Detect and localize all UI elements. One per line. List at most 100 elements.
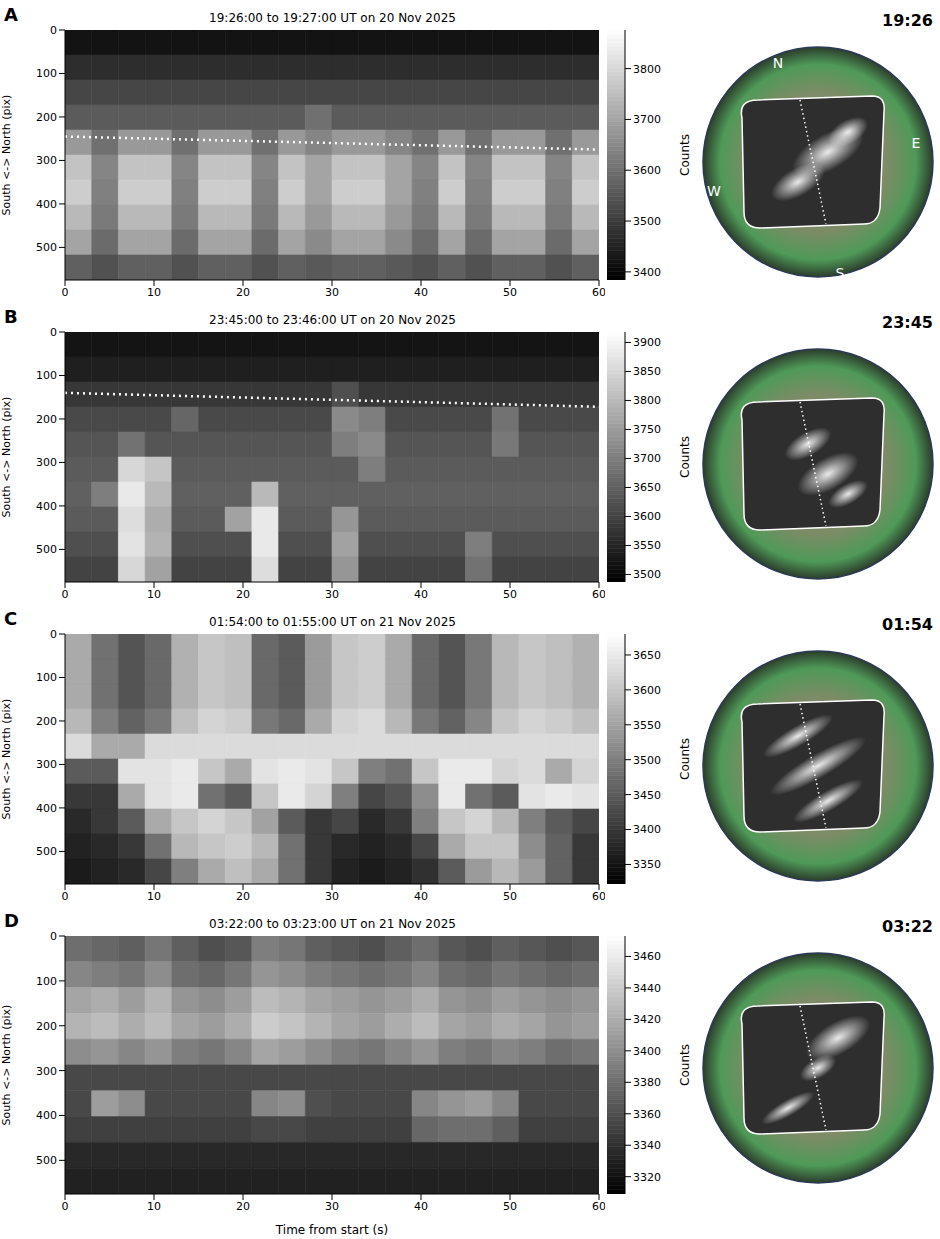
svg-text:100: 100 bbox=[36, 975, 57, 988]
svg-text:400: 400 bbox=[36, 198, 57, 211]
svg-text:3500: 3500 bbox=[633, 215, 661, 228]
svg-text:3450: 3450 bbox=[633, 789, 661, 802]
svg-text:30: 30 bbox=[325, 286, 339, 299]
svg-text:200: 200 bbox=[36, 413, 57, 426]
svg-text:300: 300 bbox=[36, 154, 57, 167]
svg-text:500: 500 bbox=[36, 543, 57, 556]
svg-text:500: 500 bbox=[36, 241, 57, 254]
svg-text:3550: 3550 bbox=[633, 719, 661, 732]
svg-text:3360: 3360 bbox=[633, 1108, 661, 1121]
svg-text:50: 50 bbox=[503, 1200, 517, 1213]
svg-text:03:22: 03:22 bbox=[882, 917, 933, 936]
svg-text:0: 0 bbox=[62, 286, 69, 299]
svg-text:Counts: Counts bbox=[678, 1044, 692, 1086]
svg-text:3900: 3900 bbox=[633, 336, 661, 349]
svg-text:3500: 3500 bbox=[633, 754, 661, 767]
svg-text:3800: 3800 bbox=[633, 63, 661, 76]
svg-text:100: 100 bbox=[36, 671, 57, 684]
svg-text:3400: 3400 bbox=[633, 823, 661, 836]
svg-text:South <-> North (pix): South <-> North (pix) bbox=[0, 397, 13, 518]
svg-text:23:45: 23:45 bbox=[882, 313, 933, 332]
svg-text:200: 200 bbox=[36, 111, 57, 124]
svg-text:50: 50 bbox=[503, 890, 517, 903]
svg-text:3320: 3320 bbox=[633, 1171, 661, 1184]
svg-text:30: 30 bbox=[325, 1200, 339, 1213]
svg-text:50: 50 bbox=[503, 588, 517, 601]
svg-text:20: 20 bbox=[236, 1200, 250, 1213]
svg-text:500: 500 bbox=[36, 1154, 57, 1167]
svg-text:30: 30 bbox=[325, 588, 339, 601]
svg-text:300: 300 bbox=[36, 758, 57, 771]
svg-text:10: 10 bbox=[147, 1200, 161, 1213]
svg-text:Counts: Counts bbox=[678, 134, 692, 176]
svg-text:10: 10 bbox=[147, 286, 161, 299]
svg-text:South <-> North (pix): South <-> North (pix) bbox=[0, 1005, 13, 1126]
svg-text:W: W bbox=[707, 183, 721, 199]
svg-text:3440: 3440 bbox=[633, 982, 661, 995]
html-text:D: D bbox=[4, 910, 19, 931]
svg-text:3350: 3350 bbox=[633, 858, 661, 871]
svg-text:3380: 3380 bbox=[633, 1076, 661, 1089]
svg-text:0: 0 bbox=[50, 326, 57, 339]
svg-text:0: 0 bbox=[50, 24, 57, 37]
svg-text:60: 60 bbox=[592, 1200, 605, 1213]
svg-text:3650: 3650 bbox=[633, 481, 661, 494]
svg-text:3650: 3650 bbox=[633, 649, 661, 662]
svg-text:S: S bbox=[836, 265, 845, 281]
svg-text:30: 30 bbox=[325, 890, 339, 903]
svg-text:3420: 3420 bbox=[633, 1013, 661, 1026]
svg-text:400: 400 bbox=[36, 1109, 57, 1122]
svg-text:60: 60 bbox=[592, 286, 605, 299]
svg-text:0: 0 bbox=[50, 628, 57, 641]
svg-text:60: 60 bbox=[592, 588, 605, 601]
svg-text:200: 200 bbox=[36, 1020, 57, 1033]
svg-text:South <-> North (pix): South <-> North (pix) bbox=[0, 699, 13, 820]
svg-text:40: 40 bbox=[414, 1200, 428, 1213]
svg-text:3460: 3460 bbox=[633, 950, 661, 963]
svg-text:South <-> North (pix): South <-> North (pix) bbox=[0, 95, 13, 216]
svg-text:3700: 3700 bbox=[633, 452, 661, 465]
svg-text:3600: 3600 bbox=[633, 684, 661, 697]
svg-text:100: 100 bbox=[36, 369, 57, 382]
svg-text:500: 500 bbox=[36, 845, 57, 858]
svg-text:3800: 3800 bbox=[633, 394, 661, 407]
svg-text:3750: 3750 bbox=[633, 423, 661, 436]
svg-text:E: E bbox=[912, 135, 921, 151]
svg-text:N: N bbox=[773, 55, 783, 71]
svg-text:100: 100 bbox=[36, 67, 57, 80]
svg-text:40: 40 bbox=[414, 588, 428, 601]
svg-text:20: 20 bbox=[236, 890, 250, 903]
svg-text:0: 0 bbox=[50, 930, 57, 943]
svg-text:50: 50 bbox=[503, 286, 517, 299]
svg-text:300: 300 bbox=[36, 456, 57, 469]
svg-text:20: 20 bbox=[236, 588, 250, 601]
svg-text:10: 10 bbox=[147, 890, 161, 903]
svg-text:60: 60 bbox=[592, 890, 605, 903]
svg-text:Counts: Counts bbox=[678, 436, 692, 478]
svg-text:200: 200 bbox=[36, 715, 57, 728]
svg-text:3550: 3550 bbox=[633, 539, 661, 552]
svg-text:400: 400 bbox=[36, 802, 57, 815]
svg-text:300: 300 bbox=[36, 1065, 57, 1078]
svg-text:20: 20 bbox=[236, 286, 250, 299]
svg-text:19:26: 19:26 bbox=[882, 11, 933, 30]
svg-text:Counts: Counts bbox=[678, 738, 692, 780]
svg-text:3600: 3600 bbox=[633, 510, 661, 523]
svg-text:10: 10 bbox=[147, 588, 161, 601]
svg-text:01:54: 01:54 bbox=[882, 615, 933, 634]
svg-text:3850: 3850 bbox=[633, 365, 661, 378]
svg-text:0: 0 bbox=[62, 1200, 69, 1213]
svg-text:0: 0 bbox=[62, 588, 69, 601]
svg-text:40: 40 bbox=[414, 890, 428, 903]
svg-text:3500: 3500 bbox=[633, 568, 661, 581]
svg-text:3600: 3600 bbox=[633, 164, 661, 177]
svg-text:Time from start (s): Time from start (s) bbox=[275, 1223, 388, 1236]
svg-text:3400: 3400 bbox=[633, 266, 661, 279]
svg-text:400: 400 bbox=[36, 500, 57, 513]
svg-text:3700: 3700 bbox=[633, 113, 661, 126]
svg-text:0: 0 bbox=[62, 890, 69, 903]
html-text:A: A bbox=[4, 4, 18, 25]
svg-text:3400: 3400 bbox=[633, 1045, 661, 1058]
svg-text:40: 40 bbox=[414, 286, 428, 299]
svg-text:3340: 3340 bbox=[633, 1139, 661, 1152]
